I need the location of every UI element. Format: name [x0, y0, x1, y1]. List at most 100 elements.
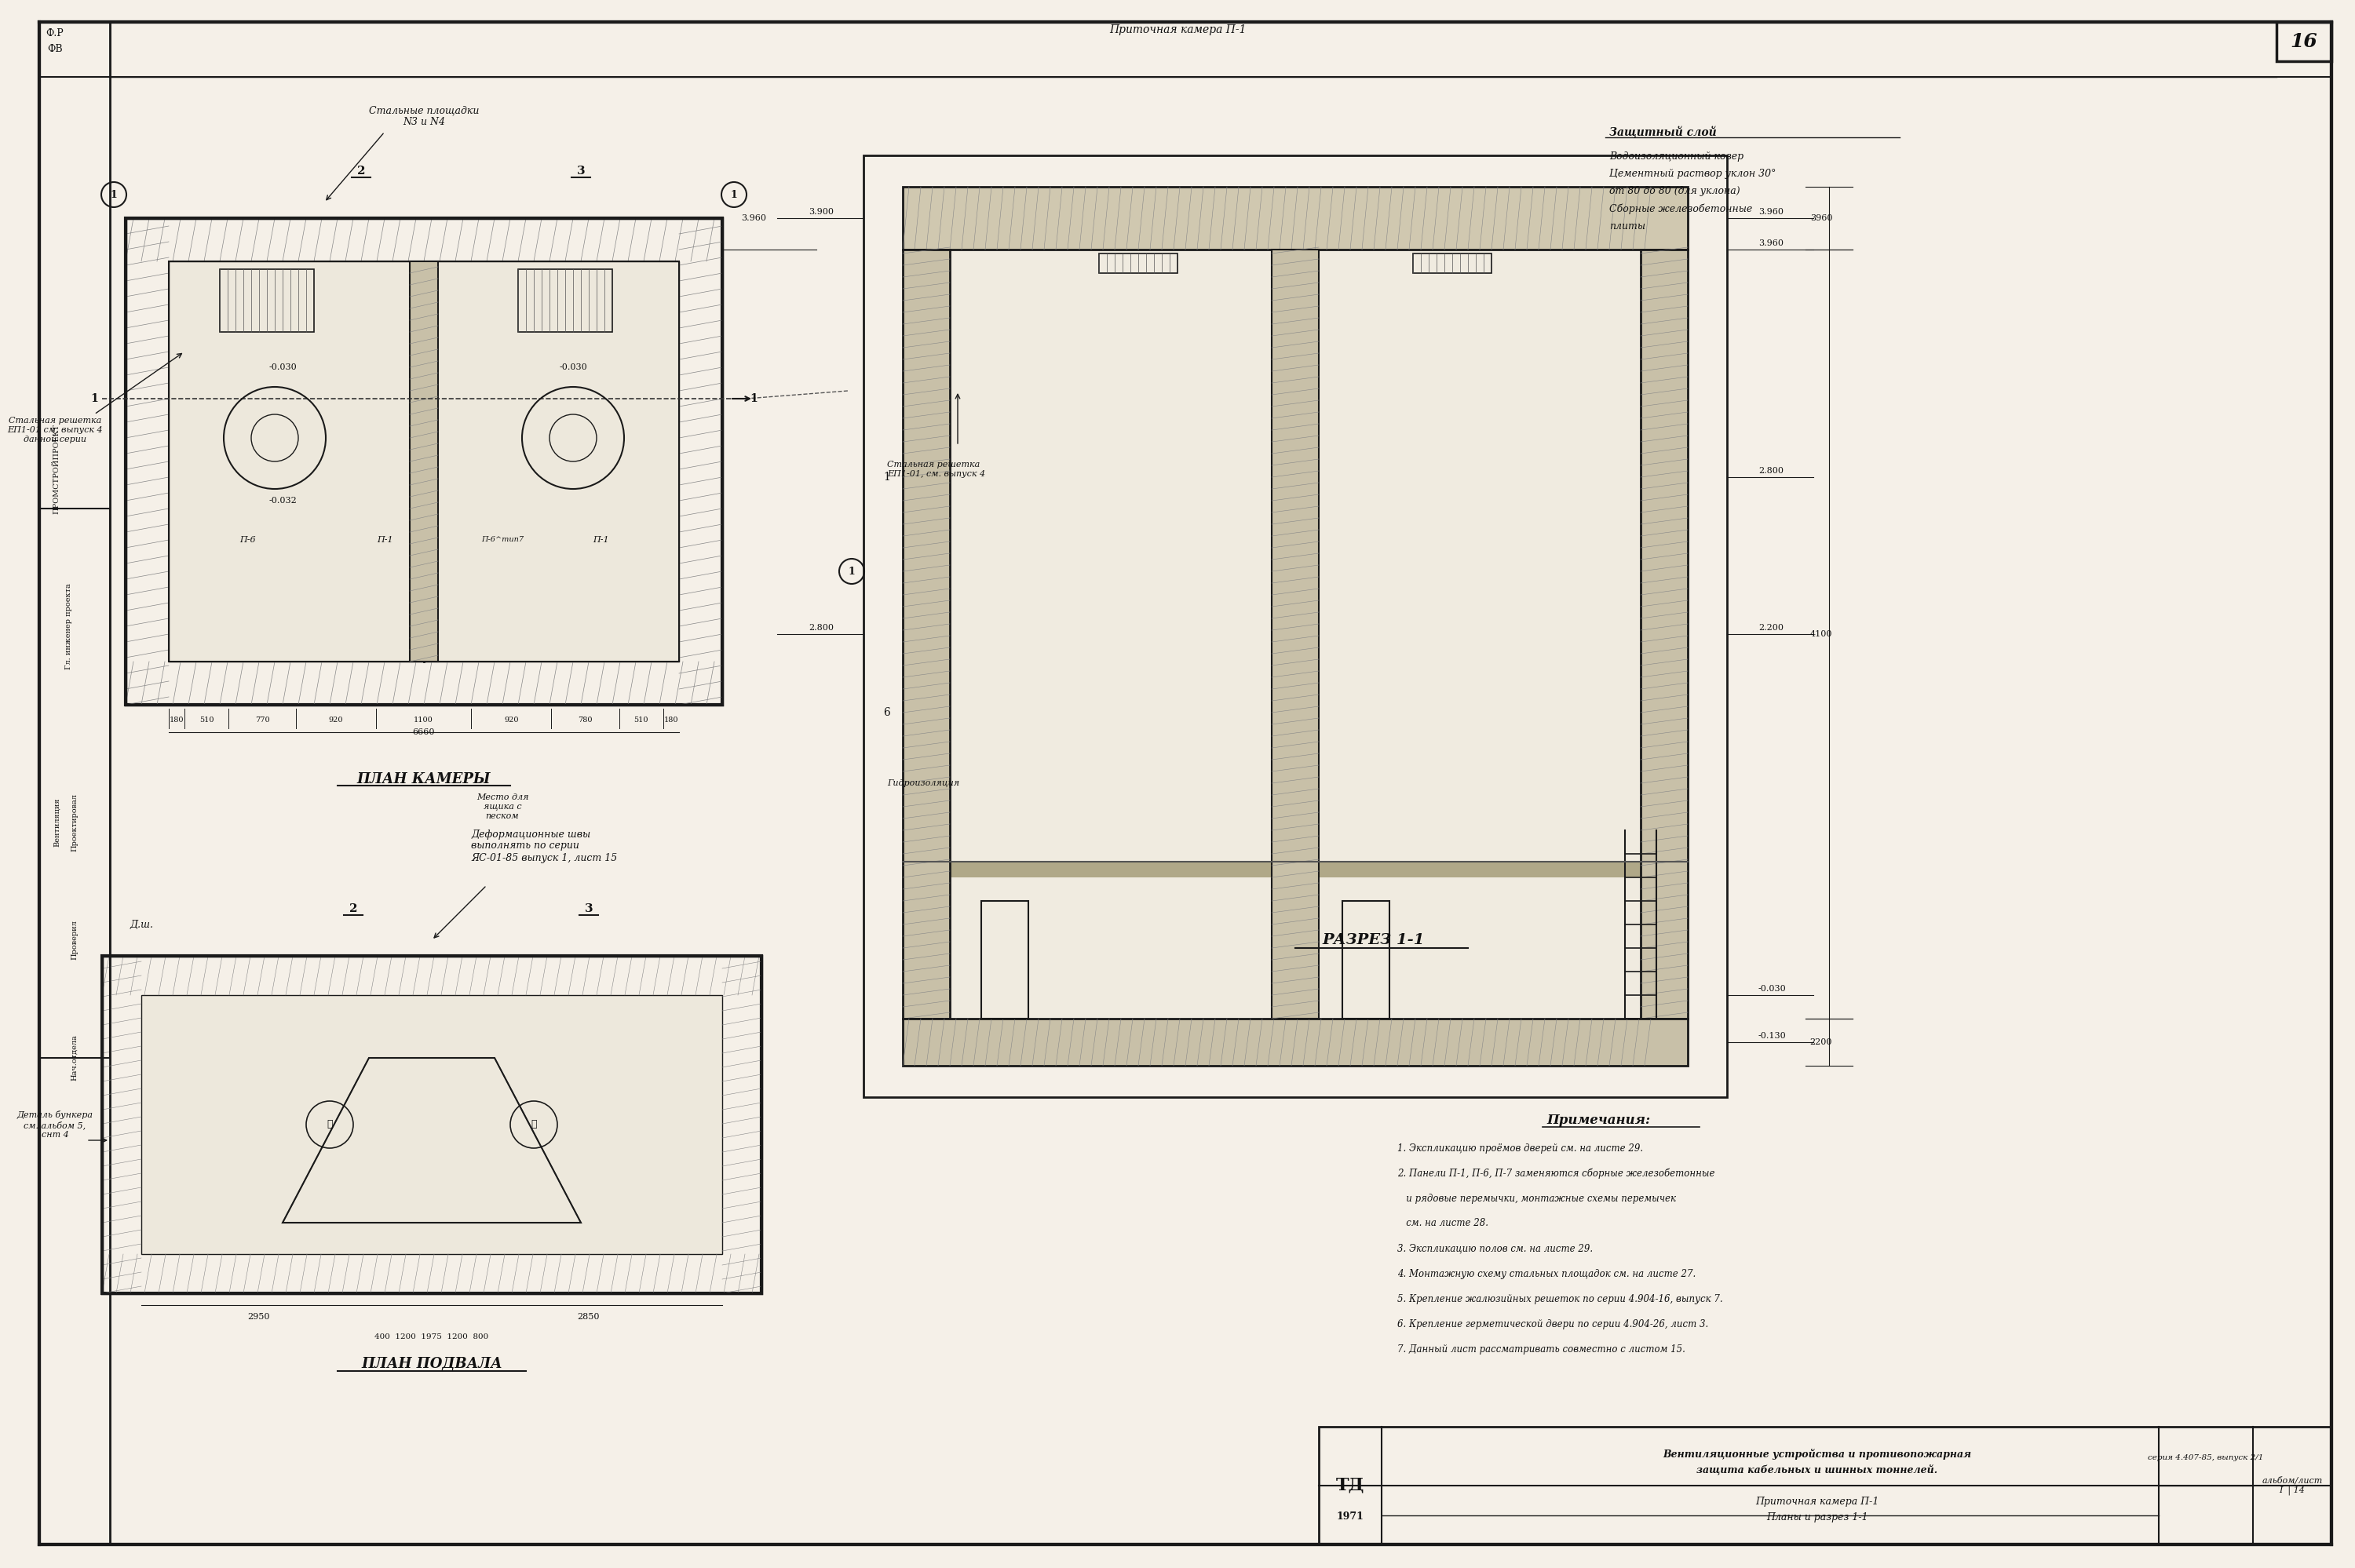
- Text: Деформационные швы
выполнять по серии
ЯС-01-85 выпуск 1, лист 15: Деформационные швы выполнять по серии ЯС…: [471, 829, 617, 862]
- Text: Гидроизоляция: Гидроизоляция: [888, 779, 958, 787]
- Text: 3: 3: [584, 903, 593, 914]
- Text: Проектировал: Проектировал: [71, 793, 78, 851]
- Bar: [1413, 254, 1491, 273]
- Text: 3: 3: [577, 166, 584, 177]
- Text: П-1: П-1: [377, 536, 393, 544]
- Text: Проверил: Проверил: [71, 920, 78, 960]
- Text: 1971: 1971: [1338, 1512, 1364, 1523]
- Text: Водоизоляционный ковер: Водоизоляционный ковер: [1608, 152, 1743, 162]
- Text: РАЗРЕЗ 1-1: РАЗРЕЗ 1-1: [1324, 933, 1425, 947]
- Bar: [2277, 22, 2331, 61]
- Text: Нач.отдела: Нач.отдела: [71, 1035, 78, 1080]
- Bar: [1272, 249, 1319, 1019]
- Text: 3.960: 3.960: [1759, 240, 1783, 248]
- Bar: [864, 155, 1726, 1098]
- Text: ①: ①: [327, 1120, 332, 1129]
- Text: 920: 920: [504, 717, 518, 724]
- Text: 5. Крепление жалюзийных решеток по серии 4.904-16, выпуск 7.: 5. Крепление жалюзийных решеток по серии…: [1397, 1294, 1724, 1305]
- Text: 4. Монтажную схему стальных площадок см. на листе 27.: 4. Монтажную схему стальных площадок см.…: [1397, 1269, 1696, 1279]
- Text: 2. Панели П-1, П-6, П-7 заменяются сборные железобетонные: 2. Панели П-1, П-6, П-7 заменяются сборн…: [1397, 1168, 1714, 1179]
- Text: см. на листе 28.: см. на листе 28.: [1397, 1218, 1488, 1229]
- Text: 1: 1: [749, 394, 758, 405]
- Text: 2850: 2850: [577, 1312, 601, 1320]
- Bar: [1100, 254, 1178, 273]
- Text: серия 4.407-85, выпуск 2/1: серия 4.407-85, выпуск 2/1: [2148, 1455, 2263, 1461]
- Text: альбом/лист
I  | 14: альбом/лист I | 14: [2261, 1477, 2322, 1494]
- Text: -0.130: -0.130: [1759, 1032, 1787, 1040]
- Text: 2950: 2950: [247, 1312, 271, 1320]
- Text: Цементный раствор уклон 30°: Цементный раствор уклон 30°: [1608, 169, 1776, 179]
- Bar: [170, 262, 678, 662]
- Text: 3960: 3960: [1811, 215, 1832, 223]
- Bar: [40, 508, 111, 1058]
- Bar: [101, 956, 761, 1294]
- Text: 920: 920: [327, 717, 344, 724]
- Text: 180: 180: [170, 717, 184, 724]
- Text: 1: 1: [848, 566, 855, 577]
- Bar: [949, 249, 1641, 1019]
- Text: Вентиляционные устройства и противопожарная: Вентиляционные устройства и противопожар…: [1663, 1449, 1971, 1460]
- Text: 3. Экспликацию полов см. на листе 29.: 3. Экспликацию полов см. на листе 29.: [1397, 1243, 1592, 1254]
- Text: 3.900: 3.900: [808, 209, 834, 216]
- Text: Стальные площадки
N3 и N4: Стальные площадки N3 и N4: [370, 105, 478, 127]
- Text: П-1: П-1: [593, 536, 608, 544]
- Text: 2: 2: [349, 903, 358, 914]
- Text: П-6^тип7: П-6^тип7: [480, 536, 523, 544]
- Bar: [1641, 249, 1689, 1019]
- Text: Д.ш.: Д.ш.: [130, 919, 153, 930]
- Text: Примечания:: Примечания:: [1547, 1113, 1651, 1127]
- Text: 4100: 4100: [1811, 630, 1832, 638]
- Text: 780: 780: [577, 717, 593, 724]
- Text: -0.032: -0.032: [268, 497, 297, 505]
- Text: ПРОМСТРОЙПРОЕКТ: ПРОМСТРОЙПРОЕКТ: [52, 425, 61, 514]
- Bar: [40, 22, 111, 1544]
- Text: 2.800: 2.800: [808, 624, 834, 632]
- Text: ТД: ТД: [1335, 1477, 1364, 1494]
- Text: 770: 770: [254, 717, 268, 724]
- Text: 510: 510: [200, 717, 214, 724]
- Bar: [125, 218, 723, 704]
- Text: 400  1200  1975  1200  800: 400 1200 1975 1200 800: [374, 1333, 490, 1341]
- Text: 3.960: 3.960: [742, 215, 765, 223]
- Text: -0.030: -0.030: [558, 364, 586, 372]
- Text: защита кабельных и шинных тоннелей.: защита кабельных и шинных тоннелей.: [1696, 1465, 1938, 1475]
- Text: 180: 180: [664, 717, 678, 724]
- Text: Приточная камера П-1: Приточная камера П-1: [1109, 25, 1246, 36]
- Text: 2.200: 2.200: [1759, 624, 1783, 632]
- Text: ①: ①: [530, 1120, 537, 1129]
- Text: 6. Крепление герметической двери по серии 4.904-26, лист 3.: 6. Крепление герметической двери по сери…: [1397, 1319, 1707, 1330]
- Text: плиты: плиты: [1608, 221, 1646, 230]
- Text: 1: 1: [89, 394, 99, 405]
- Bar: [902, 249, 949, 1019]
- Text: 1: 1: [883, 472, 890, 483]
- Text: 6: 6: [883, 707, 890, 718]
- Text: Место для
ящика с
песком: Место для ящика с песком: [476, 793, 528, 820]
- Text: 2: 2: [358, 166, 365, 177]
- Text: 1100: 1100: [414, 717, 433, 724]
- Text: Гл. инженер проекта: Гл. инженер проекта: [66, 583, 73, 670]
- Text: Деталь бункера
см. альбом 5,
снт 4: Деталь бункера см. альбом 5, снт 4: [16, 1110, 94, 1138]
- Text: Стальная решетка
ЕП1-01, см. выпуск 4: Стальная решетка ЕП1-01, см. выпуск 4: [888, 461, 984, 478]
- Text: 3.960: 3.960: [1759, 209, 1783, 216]
- Text: 6660: 6660: [412, 728, 436, 735]
- Bar: [141, 996, 723, 1254]
- Text: -0.030: -0.030: [1759, 985, 1787, 993]
- Text: Вентиляция: Вентиляция: [52, 798, 61, 847]
- Text: П-6: П-6: [240, 536, 254, 544]
- Bar: [518, 270, 612, 332]
- Text: от 80 до 80 (для уклона): от 80 до 80 (для уклона): [1608, 187, 1740, 196]
- Text: 2200: 2200: [1811, 1038, 1832, 1046]
- Text: ФВ: ФВ: [47, 44, 64, 55]
- Text: 2.800: 2.800: [1759, 467, 1783, 475]
- Bar: [170, 262, 678, 662]
- Text: -0.030: -0.030: [268, 364, 297, 372]
- Bar: [949, 862, 1641, 878]
- Text: Защитный слой: Защитный слой: [1608, 125, 1717, 138]
- Text: Ф.Р: Ф.Р: [47, 28, 64, 39]
- Text: и рядовые перемычки, монтажные схемы перемычек: и рядовые перемычки, монтажные схемы пер…: [1397, 1193, 1677, 1204]
- Bar: [1342, 902, 1389, 1019]
- Text: ПЛАН ПОДВАЛА: ПЛАН ПОДВАЛА: [360, 1356, 502, 1370]
- Text: ПЛАН КАМЕРЫ: ПЛАН КАМЕРЫ: [358, 771, 490, 787]
- Text: 1: 1: [111, 190, 118, 199]
- Bar: [410, 262, 438, 662]
